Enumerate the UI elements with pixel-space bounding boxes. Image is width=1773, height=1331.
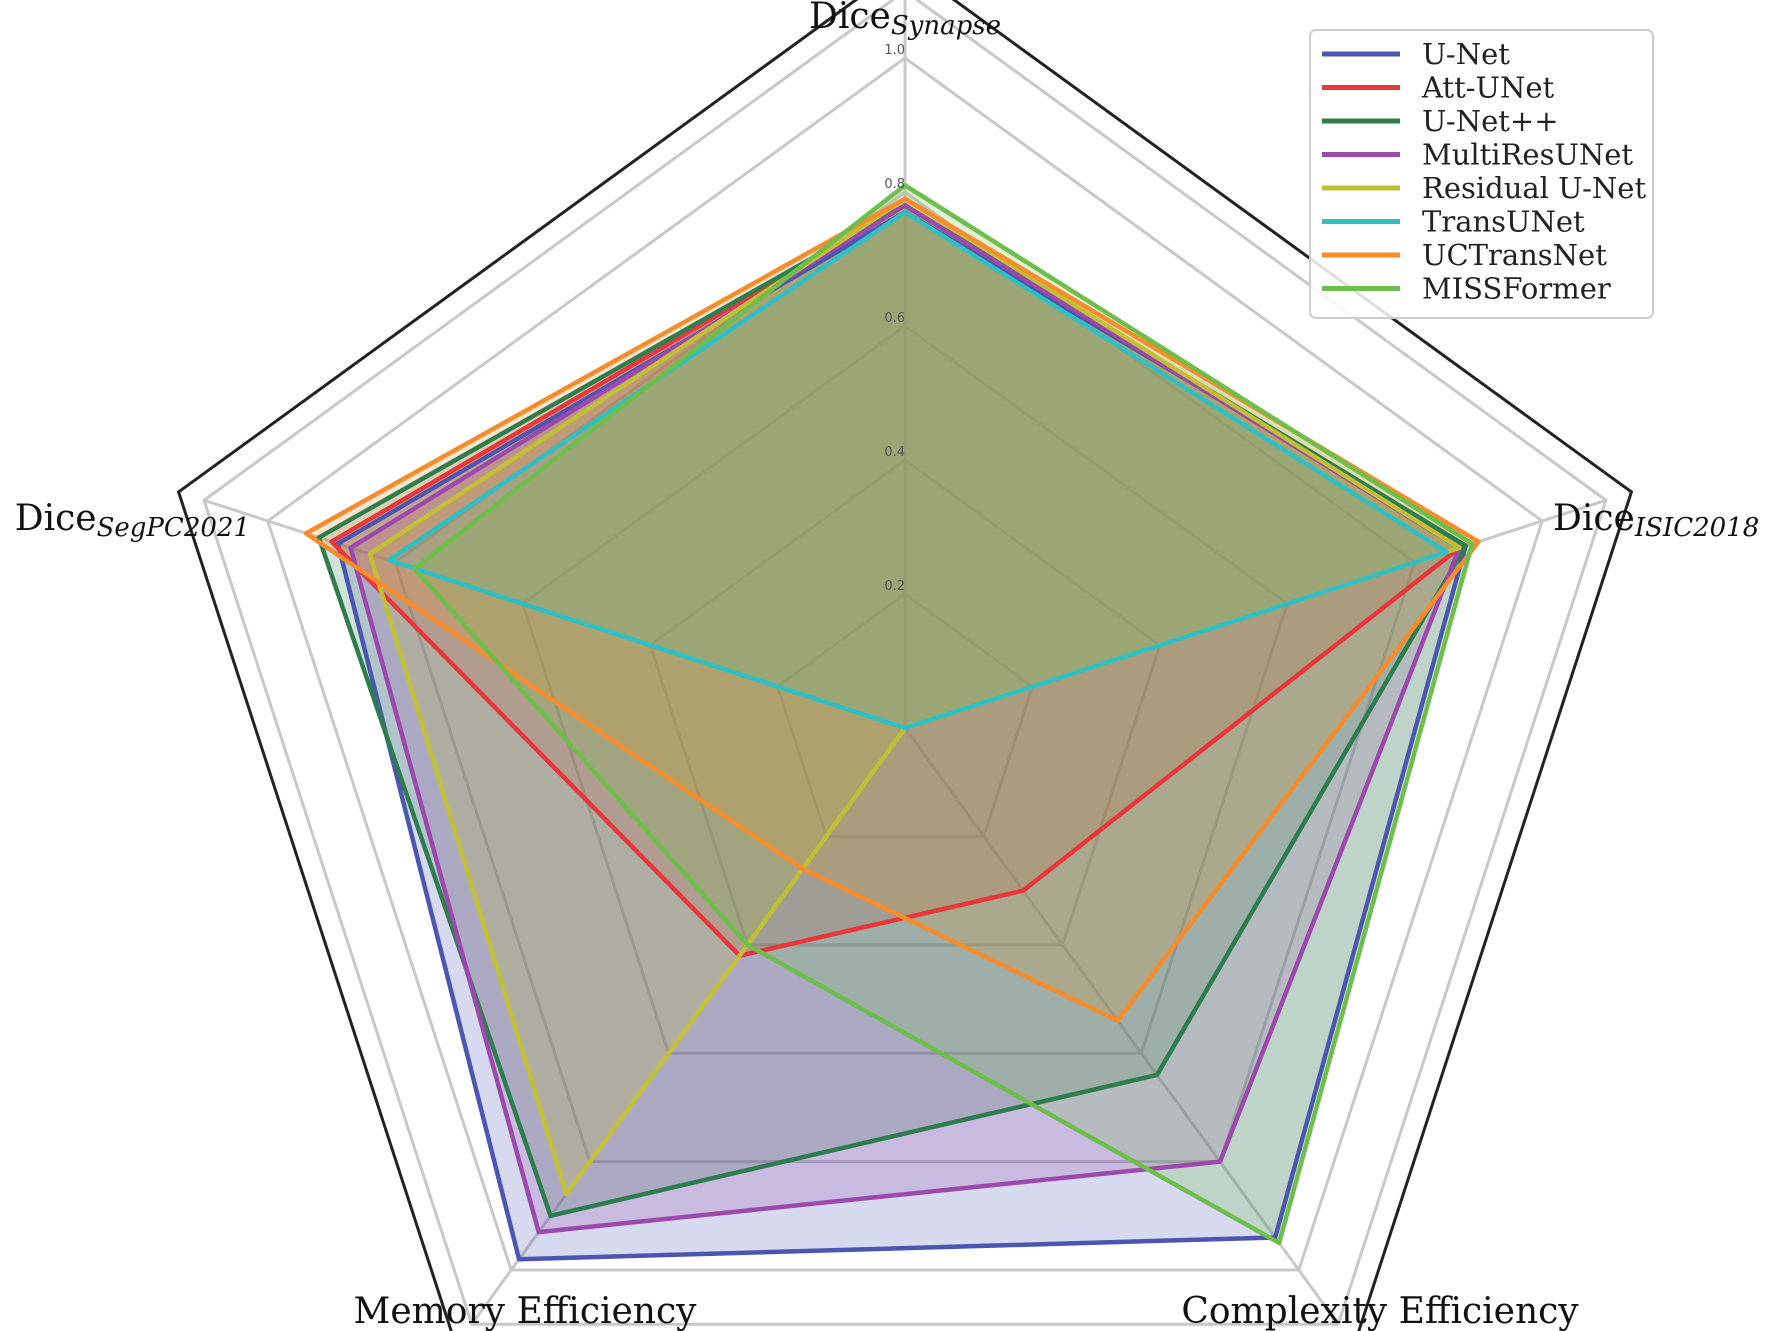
grid-ring [775, 592, 1035, 838]
series-line-transunet [386, 209, 1449, 731]
series-lines [303, 183, 1481, 1262]
series-fill-residual-u-net [369, 198, 1460, 1195]
legend: U-NetAtt-UNetU-Net++MultiResUNetResidual… [1309, 29, 1654, 319]
tick-label: 0.8 [884, 177, 905, 192]
tick-label: 1.0 [884, 43, 905, 58]
tick-label: 0.6 [884, 311, 905, 326]
axis-label-memory-efficiency: Memory Efficiency [353, 1291, 697, 1331]
legend-frame [1309, 29, 1654, 319]
series-fill-u-net [318, 205, 1466, 1216]
outer-frame [176, 0, 1634, 1331]
series-line-u-net [316, 203, 1468, 1219]
legend-label-residual-u-net: Residual U-Net [1422, 171, 1646, 205]
radial-tick-labels: 0.2 0.4 0.6 0.8 1.0 [884, 43, 905, 594]
legend-label-missformer: MISSFormer [1422, 272, 1611, 306]
series-line-residual-u-net [367, 196, 1462, 1197]
legend-label-transunet: TransUNet [1422, 205, 1585, 239]
tick-label: 0.4 [884, 445, 905, 460]
series-fill-transunet [388, 212, 1447, 729]
tick-label: 0.2 [884, 579, 905, 594]
legend-label-att-unet: Att-UNet [1421, 71, 1555, 105]
axis-label-complexity-efficiency: Complexity Efficiency [1181, 1291, 1579, 1331]
grid-ring [648, 458, 1162, 947]
series-line-missformer [412, 183, 1475, 1246]
axis-label-dice-isic2018: DiceISIC2018 [1553, 498, 1759, 543]
axis-label-dice-synapse: DiceSynapse [809, 0, 1001, 41]
series-fill-multiresunet [350, 205, 1460, 1233]
axis-spoke [903, 727, 1340, 1326]
grid-ring [266, 56, 1544, 1272]
axis-label-dice-segpc2021: DiceSegPC2021 [15, 498, 250, 543]
grid-ring [520, 324, 1290, 1055]
legend-label-u-net: U-Net [1422, 37, 1510, 71]
legend-label-u-net: U-Net++ [1422, 104, 1559, 138]
grid-ring [202, 0, 1608, 1326]
legend-label-uctransnet: UCTransNet [1422, 238, 1607, 272]
legend-label-multiresunet: MultiResUNet [1422, 138, 1633, 172]
series-line-uctransnet [303, 196, 1481, 1023]
